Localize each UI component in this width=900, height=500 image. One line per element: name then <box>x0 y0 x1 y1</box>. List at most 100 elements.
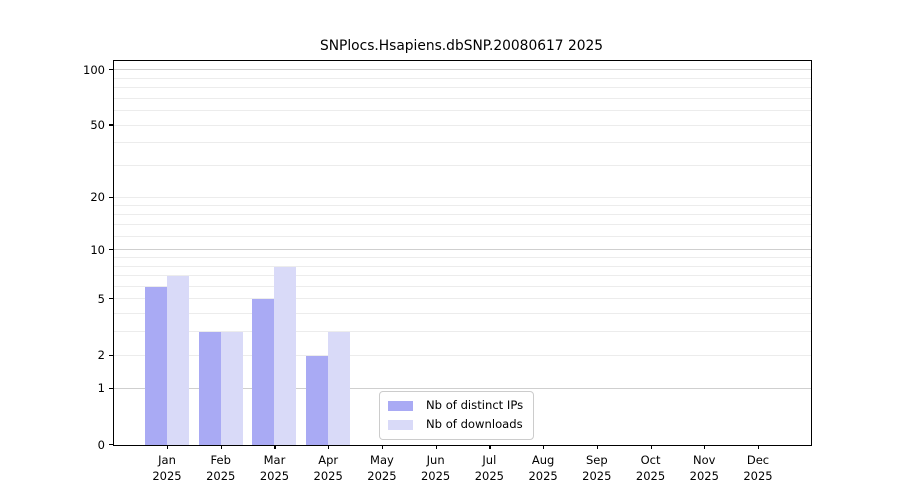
x-tick-month: Jul <box>482 453 497 467</box>
bar-nb-of-downloads <box>220 332 243 445</box>
gridline-minor <box>114 354 811 356</box>
x-tick-label-sep: Sep 2025 <box>582 452 611 484</box>
x-tick-month: Apr <box>318 453 339 467</box>
gridline-minor <box>114 331 811 333</box>
x-tick-month: May <box>370 453 394 467</box>
y-tick-mark <box>109 68 114 71</box>
x-tick-year: 2025 <box>367 469 397 484</box>
gridline-minor <box>114 285 811 287</box>
x-tick-label-aug: Aug 2025 <box>528 452 557 484</box>
x-tick-year: 2025 <box>474 469 504 484</box>
y-tick-mark <box>109 249 114 251</box>
gridline-minor <box>114 298 811 300</box>
x-tick-month: Feb <box>210 453 231 467</box>
x-tick-label-mar: Mar 2025 <box>260 452 289 484</box>
bar-nb-of-distinct-ips <box>252 299 275 445</box>
x-tick-year: 2025 <box>152 469 182 484</box>
legend: Nb of distinct IPs Nb of downloads <box>379 391 535 440</box>
gridline-minor <box>114 204 811 206</box>
gridline-minor <box>114 165 811 167</box>
y-tick-mark <box>109 443 114 445</box>
gridline-minor <box>114 87 811 89</box>
x-tick-mark <box>435 445 437 449</box>
bar-nb-of-distinct-ips <box>306 355 329 445</box>
bar-nb-of-downloads <box>274 266 297 445</box>
x-tick-year: 2025 <box>206 469 236 484</box>
gridline-minor <box>114 110 811 112</box>
x-tick-label-jan: Jan 2025 <box>152 452 181 484</box>
x-tick-mark <box>704 445 706 449</box>
y-tick-label: 2 <box>97 348 105 363</box>
gridline-minor <box>114 77 811 79</box>
y-tick-mark <box>109 196 114 198</box>
x-tick-label-dec: Dec 2025 <box>743 452 772 484</box>
x-tick-label-may: May 2025 <box>367 452 396 484</box>
legend-item-nb-of-distinct-ips: Nb of distinct IPs <box>388 398 524 412</box>
x-tick-label-jul: Jul 2025 <box>475 452 504 484</box>
y-tick-label: 20 <box>90 189 105 204</box>
x-tick-year: 2025 <box>528 469 558 484</box>
bar-nb-of-downloads <box>167 276 189 445</box>
x-tick-month: Mar <box>263 453 286 467</box>
y-tick-label: 10 <box>90 242 105 257</box>
bar-nb-of-distinct-ips <box>198 332 221 445</box>
x-tick-label-oct: Oct 2025 <box>636 452 665 484</box>
y-tick-label: 100 <box>83 62 105 77</box>
y-tick-label: 5 <box>97 291 105 306</box>
x-tick-mark <box>381 445 384 449</box>
y-tick-label: 1 <box>97 380 105 395</box>
x-tick-mark <box>167 445 169 449</box>
x-tick-label-apr: Apr 2025 <box>314 452 343 484</box>
gridline-major <box>114 249 811 251</box>
gridline-minor <box>114 124 811 126</box>
legend-swatch-nb-of-downloads <box>388 419 413 430</box>
x-tick-mark <box>220 445 222 449</box>
x-tick-year: 2025 <box>582 469 612 484</box>
x-tick-mark <box>543 445 545 449</box>
x-tick-month: Dec <box>746 453 770 467</box>
legend-label-nb-of-downloads: Nb of downloads <box>426 417 523 432</box>
x-tick-mark <box>328 445 330 449</box>
x-tick-month: Sep <box>585 453 608 467</box>
bar-nb-of-distinct-ips <box>145 286 167 445</box>
x-tick-month: Jun <box>426 453 445 467</box>
gridline-major <box>114 387 811 389</box>
gridline-minor <box>114 142 811 144</box>
x-tick-month: Nov <box>693 453 716 467</box>
legend-swatch-nb-of-distinct-ips <box>388 400 413 411</box>
legend-item-nb-of-downloads: Nb of downloads <box>388 417 523 432</box>
x-tick-year: 2025 <box>635 469 666 484</box>
gridline-minor <box>114 196 811 198</box>
bar-nb-of-downloads <box>328 332 351 445</box>
x-tick-mark <box>596 445 598 449</box>
x-tick-year: 2025 <box>259 469 290 484</box>
chart-title: SNPlocs.Hsapiens.dbSNP.20080617 2025 <box>319 38 604 54</box>
y-tick-mark <box>109 124 114 126</box>
y-tick-label: 0 <box>97 437 105 452</box>
x-tick-year: 2025 <box>420 469 451 484</box>
gridline-minor <box>114 97 811 99</box>
x-tick-mark <box>758 445 760 449</box>
x-tick-month: Aug <box>531 453 555 467</box>
gridline-minor <box>114 275 811 277</box>
y-tick-mark <box>109 298 114 300</box>
legend-label-nb-of-distinct-ips: Nb of distinct IPs <box>426 398 524 412</box>
gridline-minor <box>114 213 811 215</box>
x-tick-mark <box>274 445 276 449</box>
y-tick-mark <box>109 387 114 389</box>
x-tick-mark <box>489 445 491 449</box>
x-tick-month: Oct <box>640 453 661 467</box>
gridline-minor <box>114 256 811 258</box>
gridline-minor <box>114 224 811 226</box>
plot-area: Nb of distinct IPs Nb of downloads 0 1 2 5 1… <box>83 60 812 483</box>
x-tick-month: Jan <box>158 453 176 467</box>
x-tick-mark <box>650 445 652 449</box>
x-tick-year: 2025 <box>743 469 773 484</box>
x-tick-label-nov: Nov 2025 <box>690 452 719 484</box>
gridline-minor <box>114 265 811 267</box>
gridline-minor <box>114 313 811 315</box>
x-tick-year: 2025 <box>313 469 343 484</box>
gridline-major <box>114 69 811 71</box>
y-tick-mark <box>109 354 114 356</box>
